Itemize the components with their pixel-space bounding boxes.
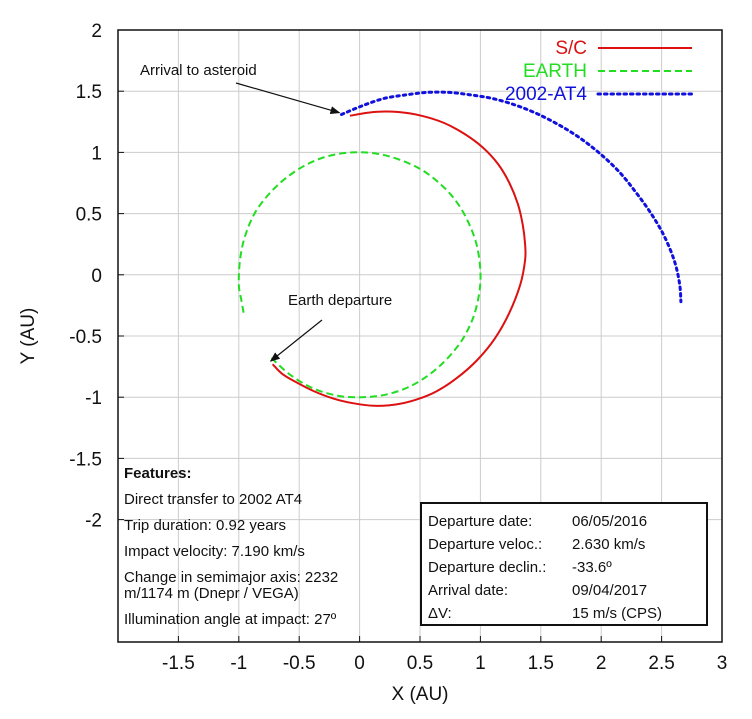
series-layer [237, 90, 683, 407]
mission-row: Departure date: 06/05/2016 [428, 510, 700, 533]
x-tick-label: -1.5 [162, 653, 195, 674]
y-tick-label: 0.5 [76, 205, 102, 226]
series-line-earth [237, 151, 482, 399]
y-tick-label: 1 [91, 143, 102, 164]
x-tick-label: 2.5 [648, 653, 674, 674]
mission-row: Departure declin.: -33.6º [428, 556, 700, 579]
mission-row: Arrival date: 09/04/2017 [428, 579, 700, 602]
mission-value: 2.630 km/s [572, 536, 646, 553]
x-tick-label: 1 [475, 653, 486, 674]
x-axis-label: X (AU) [392, 684, 449, 705]
legend-label: S/C [555, 38, 587, 59]
feature-line: Direct transfer to 2002 AT4 [124, 491, 303, 508]
mission-key: Arrival date: [428, 582, 509, 599]
annotation-label: Arrival to asteroid [140, 62, 257, 79]
features-title: Features: [124, 465, 192, 482]
feature-line: Impact velocity: 7.190 km/s [124, 543, 305, 560]
annotation-arrow [269, 319, 323, 362]
y-tick-label: 1.5 [76, 82, 102, 103]
axis-ticks: -1.5 -1 -0.5 0 0.5 1 1.5 2 2.5 3 -2 -1.5 -1 -0.5 0 0.5 1… [69, 21, 727, 674]
y-tick-label: -1.5 [69, 449, 102, 470]
mission-value: -33.6º [572, 559, 612, 576]
feature-line: Change in semimajor axis: 2232 m/1174 m … [124, 569, 339, 602]
mission-key: ΔV: [428, 605, 452, 622]
mission-value: 09/04/2017 [572, 582, 648, 599]
annotation-arrow [235, 82, 341, 115]
mission-parameters-box: Departure date: 06/05/2016 Departure velo… [420, 502, 708, 626]
y-axis-label: Y (AU) [18, 308, 39, 365]
y-tick-label: -1 [85, 388, 102, 409]
x-tick-label: -1 [230, 653, 247, 674]
x-tick-label: 0.5 [407, 653, 433, 674]
mission-row: Departure veloc.: 2.630 km/s [428, 533, 700, 556]
series-line-s-c [271, 110, 527, 407]
y-tick-label: 0 [91, 266, 102, 287]
x-tick-label: 0 [354, 653, 365, 674]
x-tick-label: 3 [717, 653, 728, 674]
mission-key: Departure declin.: [428, 559, 547, 576]
y-tick-label: -0.5 [69, 327, 102, 348]
x-tick-label: 2 [596, 653, 607, 674]
mission-key: Departure date: [428, 513, 533, 530]
mission-row: ΔV: 15 m/s (CPS) [428, 602, 700, 625]
legend-label: EARTH [523, 61, 587, 82]
x-tick-label: 1.5 [528, 653, 554, 674]
x-tick-label: -0.5 [283, 653, 316, 674]
feature-line: Illumination angle at impact: 27º [124, 611, 337, 628]
grid [118, 30, 722, 642]
feature-line: Trip duration: 0.92 years [124, 517, 287, 534]
y-tick-label: 2 [91, 21, 102, 42]
y-tick-label: -2 [85, 511, 102, 532]
features-panel: Features: Direct transfer to 2002 AT4 Tr… [124, 466, 394, 638]
annotation-label: Earth departure [288, 292, 392, 309]
annotations: Arrival to asteroid Earth departure [140, 62, 392, 362]
mission-value: 15 m/s (CPS) [572, 605, 663, 622]
legend-label: 2002-AT4 [505, 84, 587, 105]
mission-key: Departure veloc.: [428, 536, 543, 553]
mission-value: 06/05/2016 [572, 513, 648, 530]
series-line-2002-at4 [340, 90, 683, 304]
